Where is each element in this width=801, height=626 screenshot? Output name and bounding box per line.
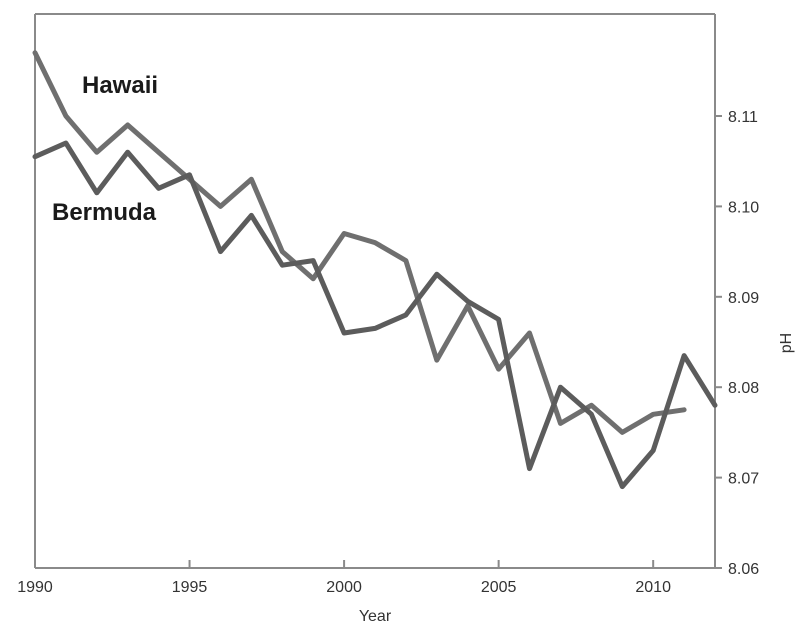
series-label-bermuda: Bermuda — [52, 199, 157, 226]
y-tick-label: 8.06 — [728, 561, 759, 578]
y-axis: 8.06 8.07 8.08 8.09 8.10 8.11 — [715, 109, 759, 578]
x-tick-label: 2010 — [635, 579, 671, 596]
x-tick-label: 2000 — [326, 579, 362, 596]
y-axis-title: pH — [778, 333, 795, 353]
x-tick-label: 2005 — [481, 579, 517, 596]
plot-frame — [34, 13, 716, 569]
y-tick-label: 8.11 — [728, 109, 758, 126]
y-tick-label: 8.09 — [728, 290, 759, 307]
series-line-hawaii — [32, 50, 687, 435]
x-axis-title: Year — [359, 608, 392, 625]
y-tick-label: 8.07 — [728, 471, 759, 488]
x-tick-label: 1990 — [17, 579, 53, 596]
series-line-bermuda — [32, 140, 718, 490]
y-tick-label: 8.08 — [728, 380, 759, 397]
series-label-hawaii: Hawaii — [82, 72, 158, 99]
x-tick-label: 1995 — [172, 579, 208, 596]
x-axis: 1990 1995 2000 2005 2010 — [17, 560, 671, 596]
y-tick-label: 8.10 — [728, 199, 759, 216]
series-lines — [32, 50, 718, 490]
